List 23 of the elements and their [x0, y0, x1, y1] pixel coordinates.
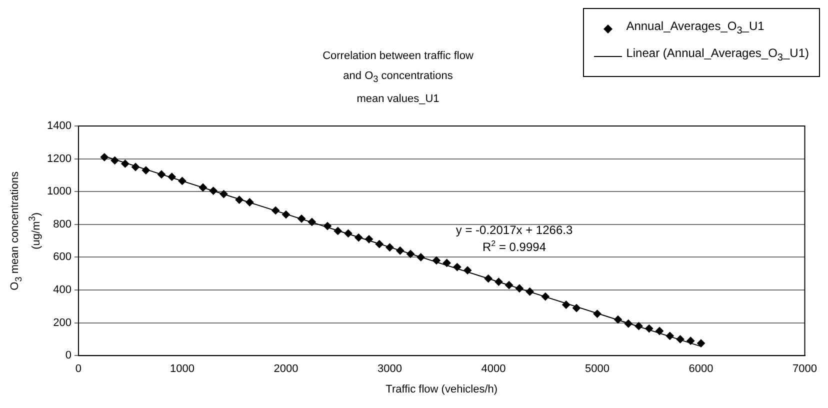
y-tick-label: 600 [53, 251, 72, 264]
x-tick-label: 4000 [481, 363, 506, 376]
point [656, 327, 664, 335]
y-tick-label: 0 [65, 350, 72, 362]
y-tick-label: 1000 [46, 186, 72, 198]
legend-label: Linear (Annual_Averages_O$_{3}$_U1) [626, 45, 809, 66]
x-axis-title: Traffic flow (vehicles/h) [386, 383, 498, 396]
x-tick-label: 2000 [274, 363, 298, 376]
y-tick-label: 1400 [46, 120, 72, 132]
y-tick-label: 800 [53, 218, 72, 230]
x-tick-label: 0 [75, 363, 82, 376]
x-tick-label: 5000 [585, 363, 610, 376]
y-tick-label: 1200 [46, 152, 72, 165]
point [697, 339, 706, 348]
chart-title: Correlation between traffic flow and O$_{3}$ concentrations mean values_U1 [322, 49, 474, 108]
x-tick-label: 1000 [170, 363, 194, 376]
x-tick-label: 6000 [688, 363, 714, 376]
annotation: y = -0.2017x + 1266.3 [456, 223, 573, 238]
y-tick-label: 200 [53, 316, 72, 329]
x-tick-label: 3000 [377, 363, 402, 376]
x-tick-label: 7000 [792, 363, 818, 376]
legend-label: Annual_Averages_O$_{3}$_U1 [626, 18, 764, 38]
y-tick-label: 400 [53, 284, 72, 296]
